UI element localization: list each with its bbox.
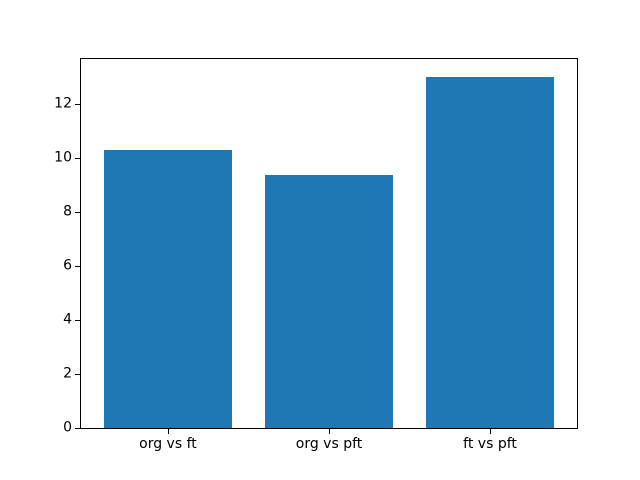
- y-tick-mark: [75, 319, 80, 321]
- bar-ft-vs-pft: [425, 76, 555, 428]
- x-tick-mark: [490, 429, 492, 434]
- y-tick-label: 0: [63, 419, 72, 436]
- y-tick-label: 10: [54, 149, 72, 166]
- plot-area: 0 2 4 6 8 10 12 org vs ft org vs pft ft vs pft: [54, 58, 578, 451]
- x-tick-mark: [329, 429, 330, 434]
- y-tick-label: 8: [63, 203, 72, 220]
- x-tick-mark: [167, 429, 169, 434]
- y-tick-label: 4: [63, 311, 72, 328]
- y-tick-mark: [75, 211, 80, 213]
- y-tick-label: 12: [54, 95, 72, 112]
- y-tick-mark: [75, 428, 80, 429]
- bar-org-vs-pft: [264, 174, 394, 428]
- y-tick-label: 2: [63, 365, 72, 382]
- y-tick-mark: [75, 265, 80, 267]
- bar-org-vs-ft: [103, 150, 233, 428]
- x-tick-label: ft vs pft: [463, 436, 517, 452]
- x-axis-ticks: org vs ft org vs pft ft vs pft: [81, 59, 577, 451]
- y-tick-mark: [75, 157, 80, 159]
- x-tick-label: org vs ft: [139, 436, 197, 452]
- y-axis-ticks: 0 2 4 6 8 10 12: [54, 59, 577, 435]
- y-tick-label: 6: [63, 257, 72, 274]
- y-tick-mark: [75, 103, 80, 105]
- x-tick-label: org vs pft: [295, 436, 363, 452]
- y-tick-mark: [75, 373, 80, 375]
- bars-layer: [81, 59, 577, 428]
